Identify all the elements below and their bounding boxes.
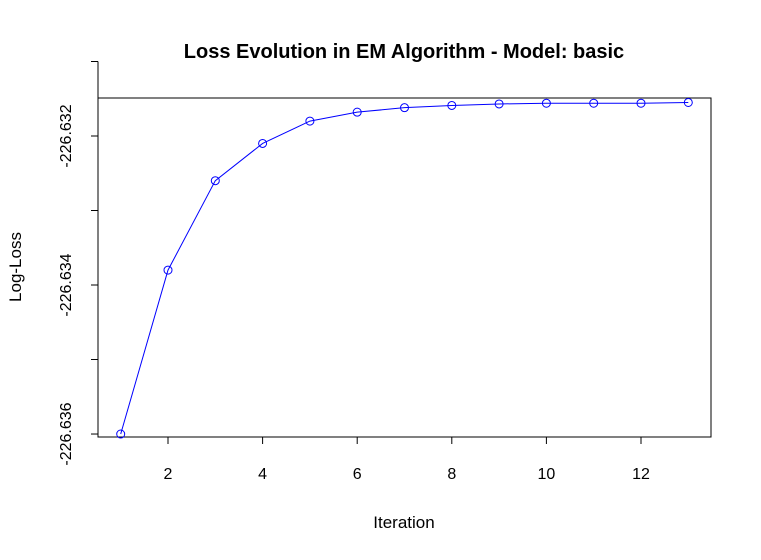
x-tick-label: 10	[537, 466, 555, 483]
series-group	[117, 98, 693, 438]
y-axis-label: Log-Loss	[6, 232, 25, 302]
x-axis: 2 4 6 8 10 12	[164, 437, 650, 483]
y-tick-label: -226.632	[58, 104, 75, 167]
chart-title: Loss Evolution in EM Algorithm - Model: …	[184, 41, 624, 63]
x-tick-label: 8	[447, 466, 456, 483]
series-line	[121, 102, 689, 434]
x-tick-label: 4	[258, 466, 267, 483]
x-tick-label: 2	[164, 466, 173, 483]
y-tick-label: -226.634	[58, 253, 75, 316]
x-axis-label: Iteration	[373, 513, 434, 532]
y-tick-label: -226.636	[58, 402, 75, 465]
plot-frame	[98, 98, 711, 437]
x-tick-label: 6	[353, 466, 362, 483]
x-tick-label: 12	[632, 466, 650, 483]
y-axis: -226.636 -226.634 -226.632	[58, 61, 98, 465]
